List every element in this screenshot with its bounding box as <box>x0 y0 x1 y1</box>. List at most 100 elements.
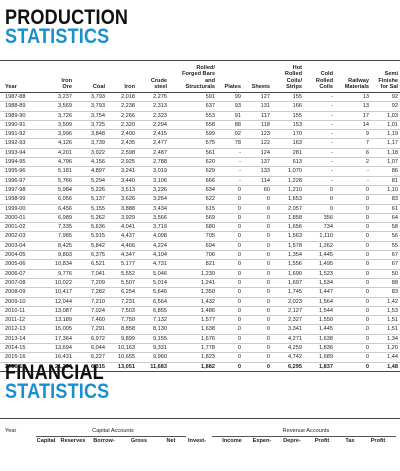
table-cell: 620 <box>169 157 217 168</box>
table-cell: 170 <box>272 129 304 140</box>
table-cell: 1,564 <box>304 297 335 307</box>
table-row: 2002-03 7,985 5,915 4,437 4,098 705 0 0 1,563 1,1… <box>0 231 400 242</box>
table-cell: 3,719 <box>137 222 169 233</box>
table-cell: 0 <box>335 231 371 242</box>
column-header: Sheets <box>243 60 272 93</box>
table-cell: 7,750 <box>107 315 137 326</box>
table-cell: 0 <box>243 315 272 326</box>
table-cell: 0 <box>243 297 272 307</box>
table-cell: 1,778 <box>169 343 217 354</box>
table-cell: 1,10 <box>371 185 400 196</box>
table-cell: 2,788 <box>137 157 169 168</box>
table-cell: 83 <box>371 287 400 298</box>
table-cell: 0 <box>243 222 272 233</box>
table-cell: 2,327 <box>272 315 304 326</box>
table-cell: 5,915 <box>74 231 107 242</box>
table-cell: 153 <box>272 120 304 131</box>
table-row: 1989-90 3,726 3,754 2,266 2,323 553 91 117 155-1… <box>0 111 400 121</box>
table-cell: - <box>304 157 335 168</box>
table-cell: 561 <box>169 148 217 159</box>
table-cell: 3,434 <box>137 204 169 214</box>
table-cell: 0 <box>335 185 371 196</box>
table-cell: 9,899 <box>107 334 137 345</box>
column-header: Tax <box>345 438 355 444</box>
table-cell: - <box>304 166 335 177</box>
table-cell: 0 <box>217 204 243 214</box>
table-cell: 4,897 <box>74 166 107 177</box>
table-cell: 0 <box>335 250 371 261</box>
table-cell: 3,754 <box>74 111 107 121</box>
table-cell: 1,350 <box>169 287 217 298</box>
table-cell: 599 <box>169 129 217 140</box>
table-cell: 88 <box>371 278 400 289</box>
table-row: 1988-89 3,569 3,793 2,238 2,313 637 93 131 166-1… <box>0 101 400 112</box>
table-cell: 0 <box>217 334 243 345</box>
table-row: 1995-96 5,181 4,897 3,241 3,019 629-133 1,070-… <box>0 166 400 177</box>
table-cell: 0 <box>217 185 243 196</box>
table-cell: 16,431 <box>40 352 74 363</box>
table-cell: 99 <box>217 92 243 103</box>
table-cell: 1,638 <box>304 334 335 345</box>
table-cell: 78 <box>217 138 243 149</box>
table-cell: - <box>304 111 335 121</box>
table-cell: 3,226 <box>137 185 169 196</box>
table-cell: 0 <box>217 231 243 242</box>
table-cell: 6,056 <box>40 194 74 205</box>
table-cell: 1990-91 <box>0 120 40 131</box>
table-cell: 4,156 <box>74 157 107 168</box>
table-cell: 9,776 <box>40 269 74 279</box>
column-header: Capital <box>36 438 56 444</box>
table-cell: 3,929 <box>107 213 137 224</box>
table-cell: 1,550 <box>304 315 335 326</box>
table-cell: 3,793 <box>74 101 107 112</box>
table-cell: 10,163 <box>107 343 137 354</box>
table-cell: - <box>217 157 243 168</box>
table-cell: 6,227 <box>74 352 107 363</box>
table-cell: 2,435 <box>107 138 137 149</box>
table-cell: 4,271 <box>272 334 304 345</box>
table-cell: 1,697 <box>272 278 304 289</box>
column-header: Crude steel <box>137 60 169 93</box>
title-line: STATISTICS <box>5 380 110 403</box>
table-cell: 0 <box>217 241 243 252</box>
table-cell: 60 <box>243 185 272 196</box>
table-cell: 1,638 <box>169 324 217 335</box>
table-cell: 155 <box>272 111 304 121</box>
table-row: 2016-17 21,284 6,315 13,051 11,683 1,882 0 0 6,2… <box>0 361 400 372</box>
table-cell: 1,210 <box>272 185 304 196</box>
table-cell: 8,425 <box>40 241 74 252</box>
table-cell: 4,098 <box>137 231 169 242</box>
table-cell: 4,466 <box>107 241 137 252</box>
group-rule <box>36 436 186 437</box>
table-cell: 6,989 <box>40 213 74 224</box>
table-cell: 0 <box>243 334 272 345</box>
table-cell: 55 <box>371 241 400 252</box>
table-cell: 0 <box>335 306 371 317</box>
table-cell: 0 <box>217 306 243 317</box>
table-cell: 1991-92 <box>0 129 40 140</box>
column-header: Rolled/ Forged Bars and Structurals <box>169 60 217 93</box>
group-header: Capital Accounts <box>92 428 134 434</box>
table-cell: 1,882 <box>169 361 217 372</box>
table-cell: - <box>217 166 243 177</box>
table-cell: 131 <box>243 101 272 112</box>
table-cell: 622 <box>169 194 217 205</box>
table-cell: 2,294 <box>137 120 169 131</box>
column-header: Iron <box>107 60 137 93</box>
table-cell: 5,046 <box>137 269 169 279</box>
table-cell: 114 <box>243 176 272 186</box>
table-cell: 2013-14 <box>0 334 40 345</box>
table-cell: 2,487 <box>137 148 169 159</box>
table-cell: 1,836 <box>304 343 335 354</box>
table-cell: 6,521 <box>74 259 107 270</box>
table-cell: 0 <box>335 287 371 298</box>
table-cell: 10,417 <box>40 287 74 298</box>
table-cell: 0 <box>243 361 272 372</box>
table-cell: 163 <box>272 138 304 149</box>
column-header: Coal <box>74 60 107 93</box>
table-cell: 2009-10 <box>0 297 40 307</box>
table-row: 1987-88 3,237 3,793 2,018 2,275 591 99 127 155-1… <box>0 92 400 103</box>
table-cell: 0 <box>335 259 371 270</box>
table-cell: 2008-09 <box>0 287 40 298</box>
table-cell: 5,507 <box>107 278 137 289</box>
